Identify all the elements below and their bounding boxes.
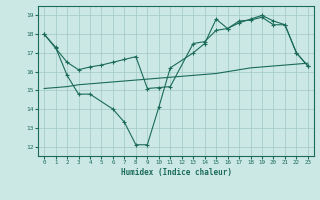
X-axis label: Humidex (Indice chaleur): Humidex (Indice chaleur)	[121, 168, 231, 177]
